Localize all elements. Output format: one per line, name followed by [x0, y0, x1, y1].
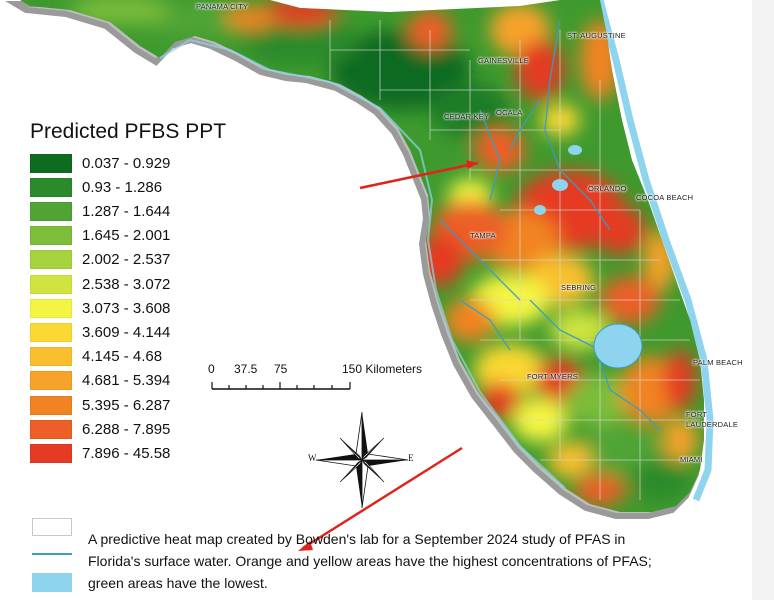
arrow-lower	[302, 446, 463, 550]
arrow-upper	[359, 161, 479, 190]
city-label: CEDAR KEY	[444, 112, 490, 121]
city-label: ORLANDO	[588, 184, 627, 193]
legend-label: 0.93 - 1.286	[82, 178, 163, 196]
legend-swatch	[30, 322, 72, 342]
city-label: SEBRING	[561, 283, 597, 292]
legend-label: 1.645 - 2.001	[82, 227, 171, 245]
legend-item: 2.002 - 2.537	[30, 250, 170, 270]
scale-tick-label: 0	[208, 362, 215, 376]
lake-okeechobee	[593, 323, 643, 369]
legend-swatch	[30, 298, 72, 318]
compass-east-label: E	[408, 453, 414, 463]
legend-item: 1.287 - 1.644	[30, 201, 170, 221]
legend-label: 1.287 - 1.644	[82, 202, 171, 220]
legend-swatch	[30, 443, 72, 463]
legend-swatch	[30, 177, 72, 197]
legend-label: 2.002 - 2.537	[82, 251, 171, 269]
city-label: FORT MYERS	[527, 372, 578, 381]
legend-item: 0.037 - 0.929	[30, 153, 170, 173]
legend-swatch	[30, 201, 72, 221]
legend-label: 4.145 - 4.68	[82, 348, 163, 366]
legend-swatch	[30, 274, 72, 294]
legend-item: 3.073 - 3.608	[30, 298, 170, 318]
legend-title: Predicted PFBS PPT	[30, 120, 227, 143]
city-label: COCOA BEACH	[636, 193, 694, 202]
caption-line: A predictive heat map created by Bowden'…	[88, 531, 626, 547]
legend-label: 7.896 - 45.58	[82, 444, 171, 462]
city-label: PALM BEACH	[693, 358, 743, 367]
atlantic-coast-water	[596, 0, 714, 502]
legend-swatch	[30, 226, 72, 246]
city-label: LAUDERDALE	[686, 420, 739, 429]
scale-tick-label: 150 Kilometers	[342, 362, 423, 376]
legend-label: 5.395 - 6.287	[82, 396, 171, 414]
legend-label: 3.073 - 3.608	[82, 299, 171, 317]
legend-label: 0.037 - 0.929	[82, 154, 171, 172]
legend-swatch	[30, 153, 72, 173]
legend-label: 2.538 - 3.072	[82, 275, 171, 293]
legend-swatch	[30, 371, 72, 391]
compass-rose-icon: W E	[306, 408, 418, 512]
scale-bar: 0 37.5 75 150 Kilometers	[208, 362, 448, 402]
water-body-symbol	[32, 573, 72, 592]
page-margin	[752, 0, 774, 600]
legend-swatch	[30, 347, 72, 367]
legend-item: 1.645 - 2.001	[30, 226, 170, 246]
figure-caption: A predictive heat map created by Bowden'…	[88, 528, 688, 594]
legend-item: 7.896 - 45.58	[30, 443, 170, 463]
florida-map: PANAMA CITY ST. AUGUSTINE GAINESVILLE OC…	[5, 0, 743, 594]
legend-item: 2.538 - 3.072	[30, 274, 170, 294]
legend-swatch	[30, 395, 72, 415]
scale-tick-label: 37.5	[234, 362, 258, 376]
caption-line: green areas have the lowest.	[88, 575, 268, 591]
legend-label: 4.681 - 5.394	[82, 372, 171, 390]
scale-tick-label: 75	[274, 362, 288, 376]
legend-item: 4.681 - 5.394	[30, 371, 170, 391]
scale-ruler	[211, 382, 351, 390]
legend-label: 3.609 - 4.144	[82, 323, 171, 341]
city-label: OCALA	[496, 108, 523, 117]
county-boundary-symbol	[32, 518, 72, 536]
city-label: FORT	[686, 410, 708, 419]
river-symbol	[32, 553, 72, 555]
compass-west-label: W	[308, 453, 317, 463]
legend-item: 3.609 - 4.144	[30, 322, 170, 342]
legend-swatch	[30, 250, 72, 270]
legend-item: 4.145 - 4.68	[30, 347, 162, 367]
city-label: GAINESVILLE	[478, 56, 529, 65]
legend-label: 6.288 - 7.895	[82, 420, 171, 438]
city-label: ST. AUGUSTINE	[567, 31, 626, 40]
legend-swatch	[30, 419, 72, 439]
city-label: TAMPA	[470, 231, 496, 240]
city-label: MIAMI	[680, 455, 703, 464]
legend-item: 5.395 - 6.287	[30, 395, 170, 415]
legend-item: 0.93 - 1.286	[30, 177, 162, 197]
city-label: PANAMA CITY	[196, 2, 249, 11]
caption-line: Florida's surface water. Orange and yell…	[88, 553, 652, 569]
legend-item: 6.288 - 7.895	[30, 419, 170, 439]
